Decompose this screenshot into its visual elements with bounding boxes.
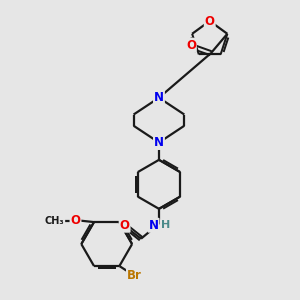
Text: N: N bbox=[154, 136, 164, 149]
Text: N: N bbox=[148, 219, 159, 232]
Text: O: O bbox=[120, 219, 130, 232]
Text: Br: Br bbox=[127, 269, 142, 282]
Text: N: N bbox=[154, 91, 164, 104]
Text: O: O bbox=[70, 214, 80, 227]
Text: O: O bbox=[205, 14, 215, 28]
Text: H: H bbox=[161, 220, 170, 230]
Text: O: O bbox=[186, 39, 196, 52]
Text: CH₃: CH₃ bbox=[45, 216, 64, 226]
